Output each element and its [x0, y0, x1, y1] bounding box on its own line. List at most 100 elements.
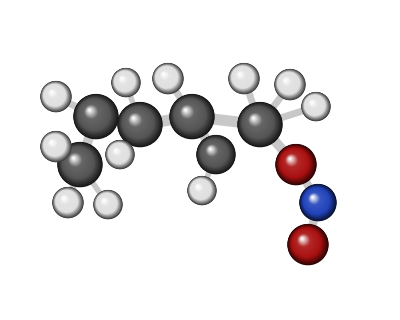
- Circle shape: [46, 137, 61, 152]
- Circle shape: [205, 144, 220, 158]
- Circle shape: [45, 135, 64, 155]
- Circle shape: [243, 108, 272, 137]
- Circle shape: [182, 107, 192, 117]
- Circle shape: [95, 192, 120, 216]
- Circle shape: [66, 151, 86, 171]
- Circle shape: [284, 152, 302, 170]
- Circle shape: [285, 154, 299, 167]
- Circle shape: [99, 196, 113, 210]
- Circle shape: [282, 77, 292, 86]
- Circle shape: [202, 141, 226, 164]
- Circle shape: [294, 231, 317, 253]
- Circle shape: [77, 97, 113, 133]
- Circle shape: [55, 190, 79, 214]
- Circle shape: [289, 158, 291, 160]
- Circle shape: [307, 192, 323, 207]
- Circle shape: [189, 177, 214, 203]
- Circle shape: [304, 94, 327, 117]
- Circle shape: [43, 133, 68, 158]
- Circle shape: [156, 67, 178, 88]
- Circle shape: [126, 110, 147, 132]
- Circle shape: [63, 148, 93, 178]
- Circle shape: [246, 110, 267, 132]
- Circle shape: [191, 180, 210, 199]
- Circle shape: [120, 105, 157, 142]
- Circle shape: [196, 185, 201, 190]
- Circle shape: [85, 106, 98, 118]
- Circle shape: [309, 193, 320, 204]
- Circle shape: [48, 88, 58, 99]
- Circle shape: [194, 182, 205, 194]
- Circle shape: [298, 234, 310, 246]
- Circle shape: [197, 186, 199, 188]
- Circle shape: [237, 71, 244, 79]
- Circle shape: [82, 102, 103, 124]
- Circle shape: [243, 108, 272, 137]
- Circle shape: [68, 153, 83, 168]
- Circle shape: [303, 188, 330, 214]
- Circle shape: [170, 95, 214, 138]
- Circle shape: [191, 179, 211, 200]
- Circle shape: [233, 68, 252, 86]
- Circle shape: [60, 195, 69, 204]
- Circle shape: [241, 105, 277, 141]
- Circle shape: [277, 145, 315, 183]
- Circle shape: [103, 199, 106, 202]
- Circle shape: [121, 78, 123, 80]
- Circle shape: [299, 235, 308, 245]
- Circle shape: [115, 71, 135, 92]
- Circle shape: [204, 143, 222, 160]
- Circle shape: [61, 196, 68, 203]
- Circle shape: [100, 196, 111, 208]
- Circle shape: [233, 67, 252, 87]
- Circle shape: [78, 99, 110, 131]
- Circle shape: [69, 154, 81, 166]
- Circle shape: [86, 107, 95, 116]
- Circle shape: [289, 226, 326, 262]
- Circle shape: [80, 100, 107, 128]
- Circle shape: [97, 193, 117, 214]
- Circle shape: [154, 65, 180, 91]
- Circle shape: [296, 232, 314, 251]
- Circle shape: [46, 86, 62, 102]
- Circle shape: [102, 198, 108, 204]
- Circle shape: [119, 104, 160, 145]
- Circle shape: [116, 73, 132, 88]
- Circle shape: [282, 77, 291, 86]
- Circle shape: [122, 107, 155, 140]
- Circle shape: [290, 227, 324, 261]
- Circle shape: [182, 107, 191, 116]
- Circle shape: [109, 143, 129, 164]
- Circle shape: [55, 189, 80, 214]
- Circle shape: [242, 107, 275, 140]
- Circle shape: [113, 148, 121, 156]
- Circle shape: [198, 137, 233, 172]
- Circle shape: [308, 193, 320, 205]
- Circle shape: [60, 145, 98, 183]
- Circle shape: [232, 67, 253, 87]
- Circle shape: [292, 229, 320, 256]
- Circle shape: [283, 78, 290, 84]
- Circle shape: [102, 198, 108, 205]
- Circle shape: [282, 150, 305, 174]
- Circle shape: [44, 135, 64, 155]
- Circle shape: [60, 195, 69, 204]
- Circle shape: [118, 74, 129, 86]
- Circle shape: [291, 228, 323, 260]
- Circle shape: [50, 91, 54, 94]
- Circle shape: [70, 155, 80, 164]
- Circle shape: [236, 71, 245, 80]
- Circle shape: [306, 190, 326, 210]
- Circle shape: [235, 69, 248, 83]
- Circle shape: [64, 148, 92, 176]
- Circle shape: [118, 103, 162, 147]
- Circle shape: [115, 71, 135, 92]
- Circle shape: [119, 76, 127, 83]
- Circle shape: [132, 117, 136, 120]
- Circle shape: [183, 108, 189, 114]
- Circle shape: [45, 85, 64, 105]
- Circle shape: [60, 194, 71, 205]
- Circle shape: [235, 70, 247, 82]
- Circle shape: [49, 89, 57, 97]
- Circle shape: [75, 96, 116, 137]
